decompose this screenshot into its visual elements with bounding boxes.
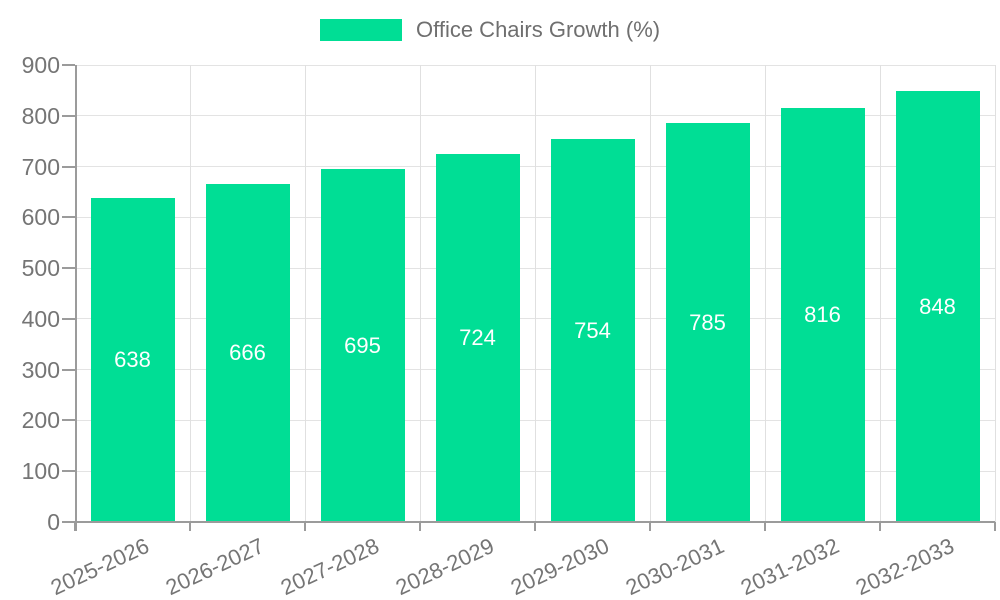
x-gridline xyxy=(534,65,536,522)
y-axis-tick-label: 100 xyxy=(21,458,60,485)
bar-value-label: 848 xyxy=(919,293,956,319)
x-gridline xyxy=(419,65,421,522)
y-axis-tick xyxy=(62,419,75,422)
y-axis-tick-label: 900 xyxy=(21,52,60,78)
bar-2026-2027[interactable] xyxy=(205,183,290,522)
bar-value-label: 816 xyxy=(804,301,841,327)
x-gridline xyxy=(994,65,996,522)
y-axis-tick xyxy=(62,521,75,523)
x-axis-tick-label: 2028-2029 xyxy=(392,533,499,600)
y-axis-tick xyxy=(62,216,75,219)
x-axis-tick xyxy=(419,522,421,531)
x-gridline xyxy=(764,65,766,522)
x-axis-tick-label: 2032-2033 xyxy=(852,533,959,600)
x-axis-tick-label: 2027-2028 xyxy=(277,533,384,600)
y-axis-tick-label: 200 xyxy=(21,407,60,434)
x-axis-tick-label: 2029-2030 xyxy=(507,533,614,600)
x-axis-tick xyxy=(304,522,306,531)
y-axis-tick-label: 800 xyxy=(21,102,60,129)
x-axis-tick xyxy=(649,522,651,531)
y-axis-tick-label: 700 xyxy=(21,153,60,180)
legend[interactable]: Office Chairs Growth (%) xyxy=(320,17,660,43)
x-axis-tick xyxy=(879,522,881,531)
y-axis-tick-label: 400 xyxy=(21,305,60,332)
bar-2032-2033[interactable] xyxy=(895,91,980,522)
y-axis-tick xyxy=(62,317,75,320)
y-axis-tick xyxy=(62,368,75,371)
bar-value-label: 695 xyxy=(344,332,381,358)
x-axis-tick-label: 2030-2031 xyxy=(622,533,729,600)
x-gridline xyxy=(304,65,306,522)
bar-value-label: 724 xyxy=(459,325,496,351)
x-axis-tick-label: 2025-2026 xyxy=(47,533,154,600)
y-axis-tick-label: 300 xyxy=(21,356,60,383)
y-axis-tick-label: 600 xyxy=(21,204,60,231)
x-axis-tick xyxy=(534,522,536,531)
legend-swatch-icon xyxy=(320,19,402,41)
x-axis-tick xyxy=(764,522,766,531)
x-gridline xyxy=(189,65,191,522)
bar-2027-2028[interactable] xyxy=(320,169,405,522)
bar-2029-2030[interactable] xyxy=(550,139,635,522)
x-gridline xyxy=(649,65,651,522)
x-axis-tick-label: 2026-2027 xyxy=(162,533,269,600)
y-axis-tick xyxy=(62,114,75,117)
y-axis-tick xyxy=(62,267,75,270)
y-axis-tick-label: 500 xyxy=(21,255,60,282)
x-gridline xyxy=(879,65,881,522)
y-axis-line xyxy=(75,65,77,531)
bar-2028-2029[interactable] xyxy=(435,154,520,522)
bar-2025-2026[interactable] xyxy=(90,198,175,522)
bar-value-label: 754 xyxy=(574,317,611,343)
x-axis-tick xyxy=(189,522,191,531)
y-axis-tick xyxy=(62,165,75,168)
x-axis-tick-label: 2031-2032 xyxy=(737,533,844,600)
bar-value-label: 666 xyxy=(229,339,266,365)
y-axis-tick-label: 0 xyxy=(47,509,60,535)
bar-2030-2031[interactable] xyxy=(665,123,750,522)
legend-label: Office Chairs Growth (%) xyxy=(416,17,661,42)
x-axis-line xyxy=(75,521,995,523)
y-axis-tick xyxy=(62,64,75,66)
plot-area: 0 100 200 300 400 500 600 700 800 900 638 2025-2026… xyxy=(22,54,996,600)
bar-value-label: 785 xyxy=(689,309,726,335)
x-axis-tick xyxy=(994,522,996,531)
y-axis-tick xyxy=(62,470,75,473)
bar-2031-2032[interactable] xyxy=(780,107,865,522)
bar-value-label: 638 xyxy=(114,347,151,373)
